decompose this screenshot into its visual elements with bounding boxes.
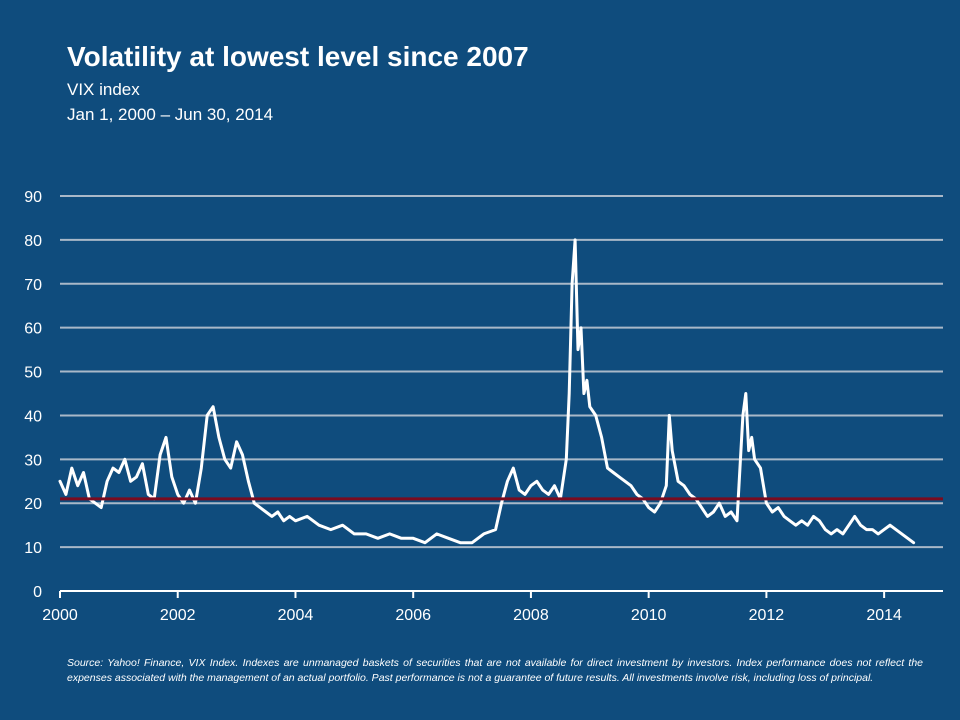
x-tick-label: 2008 xyxy=(513,607,549,624)
y-tick-label: 50 xyxy=(24,365,42,382)
x-tick-label: 2002 xyxy=(160,607,196,624)
y-tick-label: 20 xyxy=(24,496,42,513)
y-tick-label: 40 xyxy=(24,408,42,425)
x-axis-ticks: 2000 2002 2004 2006 2008 2010 2012 2014 xyxy=(42,591,902,624)
vix-line-chart: 0 10 20 30 40 50 60 70 80 90 2000 2002 2004 2006 2008… xyxy=(24,189,943,624)
x-tick-label: 2012 xyxy=(749,607,785,624)
series-line-0 xyxy=(58,238,916,545)
source-footnote: Source: Yahoo! Finance, VIX Index. Index… xyxy=(67,657,923,684)
y-tick-label: 10 xyxy=(24,540,42,557)
y-tick-label: 90 xyxy=(24,189,42,206)
chart-date-range: Jan 1, 2000 – Jun 30, 2014 xyxy=(67,105,274,124)
y-tick-label: 30 xyxy=(24,452,42,469)
x-tick-label: 2014 xyxy=(866,607,902,624)
y-tick-label: 60 xyxy=(24,321,42,338)
x-tick-label: 2000 xyxy=(42,607,78,624)
y-tick-label: 70 xyxy=(24,277,42,294)
x-tick-label: 2004 xyxy=(278,607,314,624)
y-axis-ticks: 0 10 20 30 40 50 60 70 80 90 xyxy=(24,189,42,601)
chart-subtitle: VIX index xyxy=(67,80,140,99)
y-tick-label: 80 xyxy=(24,233,42,250)
y-tick-label: 0 xyxy=(33,584,42,601)
chart-title: Volatility at lowest level since 2007 xyxy=(67,41,529,72)
x-tick-label: 2006 xyxy=(395,607,431,624)
series-group xyxy=(58,238,916,545)
x-tick-label: 2010 xyxy=(631,607,667,624)
